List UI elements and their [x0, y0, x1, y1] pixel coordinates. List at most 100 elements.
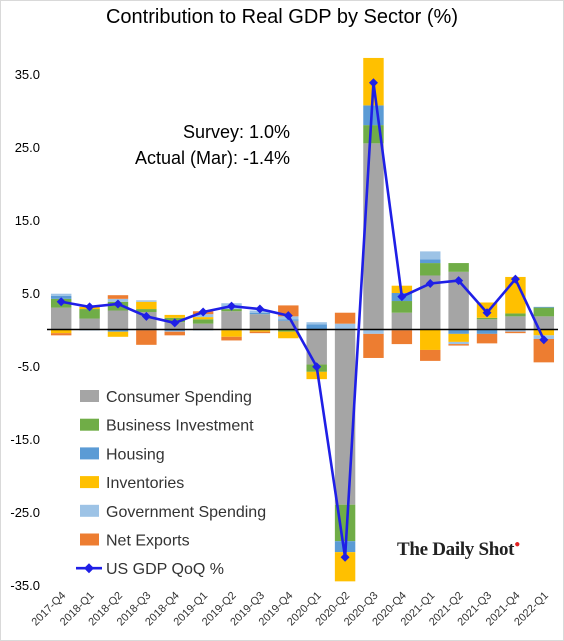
- annotation-actual: Actual (Mar): -1.4%: [135, 148, 290, 168]
- legend-label: Government Spending: [106, 504, 266, 521]
- legend-label: Consumer Spending: [106, 389, 252, 406]
- bar-net-exports-2018-Q3: [136, 330, 157, 345]
- gdp-point-2021-Q3: [482, 308, 492, 318]
- y-tick-label: 25.0: [15, 140, 40, 155]
- annotation-background: [108, 112, 301, 178]
- gdp-point-2021-Q4: [510, 274, 520, 284]
- bar-government-spending-2018-Q3: [136, 300, 157, 302]
- bar-business-investment-2018-Q1: [79, 309, 100, 319]
- bar-consumer-spending-2021-Q4: [505, 316, 526, 330]
- gdp-point-2018-Q2: [113, 299, 123, 309]
- bar-consumer-spending-2017-Q4: [50, 307, 72, 330]
- bar-consumer-spending-2020-Q3: [363, 143, 384, 330]
- bar-inventories-2018-Q4: [164, 314, 185, 318]
- gdp-point-2018-Q1: [85, 302, 95, 312]
- bar-consumer-spending-2019-Q2: [221, 311, 242, 330]
- bar-business-investment-2020-Q4: [391, 301, 413, 313]
- bar-business-investment-2019-Q1: [192, 319, 214, 324]
- bar-net-exports-2021-Q4: [505, 331, 526, 334]
- bar-consumer-spending-2020-Q1: [306, 329, 327, 365]
- legend-swatch: [80, 476, 99, 489]
- bar-net-exports-2020-Q3: [363, 333, 384, 358]
- bar-business-investment-2021-Q1: [420, 263, 441, 276]
- bar-inventories-2018-Q3: [136, 301, 157, 310]
- bar-net-exports-2020-Q4: [391, 330, 413, 345]
- bar-net-exports-2019-Q4: [278, 305, 299, 317]
- bar-business-investment-2021-Q2: [448, 263, 469, 272]
- bar-business-investment-2021-Q4: [505, 313, 526, 317]
- bar-government-spending-2021-Q2: [448, 341, 469, 345]
- legend-swatch: [80, 418, 99, 431]
- bar-inventories-2017-Q4: [50, 329, 72, 334]
- bar-consumer-spending-2021-Q1: [420, 275, 441, 330]
- gdp-point-2018-Q3: [141, 311, 151, 321]
- bar-net-exports-2021-Q3: [476, 333, 498, 344]
- y-tick-label: -35.0: [10, 578, 40, 593]
- y-tick-label: -25.0: [10, 505, 40, 520]
- bar-net-exports-2020-Q2: [334, 312, 356, 324]
- bar-consumer-spending-2019-Q4: [278, 320, 299, 330]
- bar-housing-2022-Q1: [533, 306, 555, 308]
- bar-government-spending-2018-Q4: [164, 330, 185, 332]
- bar-inventories-2019-Q2: [221, 330, 242, 337]
- legend-swatch: [80, 447, 99, 460]
- legend-swatch: [80, 390, 99, 402]
- bar-housing-2018-Q2: [107, 329, 129, 332]
- bar-inventories-2019-Q1: [192, 317, 214, 320]
- bar-inventories-2019-Q4: [278, 331, 299, 339]
- bar-inventories-2021-Q1: [420, 329, 441, 350]
- legend-label: Business Investment: [106, 418, 254, 435]
- gdp-point-2020-Q3: [368, 78, 378, 88]
- legend-label: Inventories: [106, 475, 184, 492]
- gdp-point-2019-Q4: [283, 311, 293, 321]
- gdp-point-2019-Q3: [255, 304, 265, 314]
- bar-inventories-2022-Q1: [533, 329, 555, 336]
- bar-government-spending-2020-Q2: [334, 323, 356, 330]
- bar-inventories-2019-Q3: [249, 330, 271, 332]
- bar-consumer-spending-2019-Q1: [192, 323, 214, 330]
- gdp-point-2019-Q2: [227, 301, 237, 311]
- bar-government-spending-2020-Q3: [363, 329, 384, 334]
- bar-net-exports-2019-Q3: [249, 331, 271, 334]
- source-logo-text: The Daily Shot: [397, 539, 515, 560]
- y-tick-label: -5.0: [18, 359, 40, 374]
- bar-government-spending-2017-Q4: [50, 293, 72, 296]
- annotation-survey: Survey: 1.0%: [183, 122, 290, 142]
- legend-swatch: [80, 504, 99, 517]
- gdp-point-2021-Q1: [425, 279, 435, 289]
- bar-inventories-2018-Q2: [107, 331, 129, 337]
- bar-inventories-2021-Q2: [448, 333, 469, 342]
- bar-consumer-spending-2018-Q2: [107, 310, 129, 330]
- bar-government-spending-2020-Q1: [306, 322, 327, 325]
- bar-housing-2021-Q3: [476, 329, 498, 334]
- legend-swatch: [80, 533, 99, 546]
- legend-line-marker: [84, 563, 94, 574]
- bar-housing-2021-Q1: [420, 259, 441, 264]
- bar-housing-2020-Q3: [363, 105, 384, 126]
- brand-dot-icon: ●: [514, 539, 520, 550]
- gdp-line: [60, 81, 545, 559]
- legend: Consumer Spending Business Investment Hous…: [76, 389, 266, 578]
- y-tick-label: 35.0: [15, 67, 40, 82]
- bar-net-exports-2019-Q2: [221, 336, 242, 341]
- gdp-point-2020-Q1: [312, 362, 322, 372]
- bar-net-exports-2018-Q4: [164, 331, 185, 336]
- bar-consumer-spending-2020-Q4: [391, 312, 413, 330]
- y-axis: 35.0 25.0 15.0 5.0 -5.0 -15.0 -25.0 -35.0: [10, 67, 40, 593]
- bar-business-investment-2021-Q3: [476, 317, 498, 320]
- gdp-point-2021-Q2: [454, 276, 464, 286]
- bar-business-investment-2022-Q1: [533, 307, 555, 317]
- x-axis: 2017-Q42018-Q12018-Q22018-Q32018-Q42019-…: [30, 590, 551, 629]
- bar-housing-2020-Q1: [306, 324, 327, 330]
- bar-net-exports-2021-Q2: [448, 344, 469, 346]
- gdp-point-2017-Q4: [56, 297, 66, 307]
- bar-housing-2021-Q2: [448, 329, 469, 334]
- legend-label: Housing: [106, 446, 165, 463]
- bar-business-investment-2019-Q4: [278, 329, 299, 332]
- gdp-line-layer: [56, 78, 549, 562]
- annotation-box: Survey: 1.0% Actual (Mar): -1.4%: [108, 112, 301, 178]
- bar-net-exports-2017-Q4: [50, 333, 72, 336]
- bar-government-spending-2021-Q1: [420, 251, 441, 260]
- bar-business-investment-2018-Q3: [136, 309, 157, 312]
- chart-title: Contribution to Real GDP by Sector (%): [105, 6, 458, 28]
